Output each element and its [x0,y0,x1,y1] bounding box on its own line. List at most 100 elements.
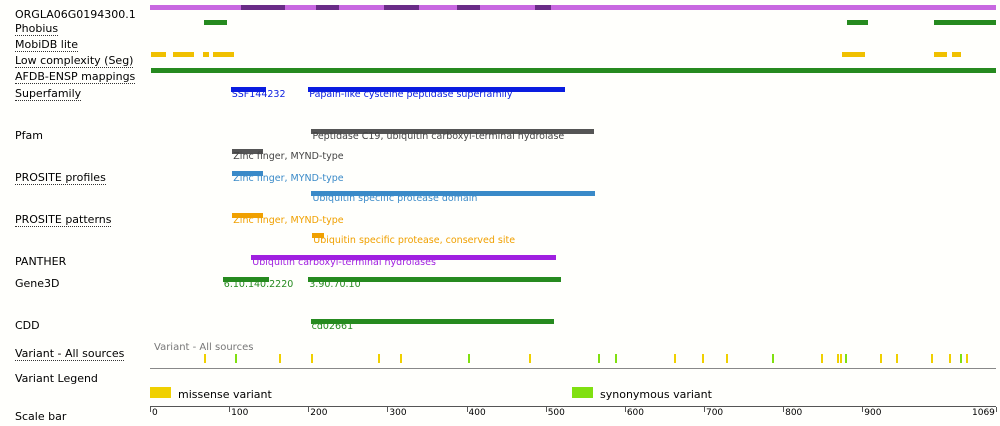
missense-variant-mark[interactable] [673,354,676,363]
missense-variant-mark[interactable] [377,354,380,363]
feature-label-panther: Ubiquitin carboxyl-terminal hydrolases [252,257,436,268]
feature-label-prosite_patterns: Zinc finger, MYND-type [233,215,344,226]
missense-variant-mark[interactable] [821,354,824,363]
feature-afdb[interactable] [150,68,996,73]
missense-variant-mark[interactable] [931,354,934,363]
feature-superfamily[interactable] [308,87,566,92]
row-label-scale-bar: Scale bar [15,410,67,423]
missense-variant-mark[interactable] [400,354,403,363]
row-label-prosite_patterns[interactable]: PROSITE patterns [15,213,112,227]
feature-lowcomplexity[interactable] [842,52,866,57]
scale-tick-label: 700 [705,408,724,418]
missense-variant-mark[interactable] [278,354,281,363]
feature-cdd[interactable] [310,319,554,324]
feature-label-prosite_patterns: Ubiquitin specific protease, conserved s… [313,235,516,246]
synonymous-variant-mark[interactable] [844,354,847,363]
feature-lowcomplexity[interactable] [203,52,209,57]
scale-tick-label: 900 [864,408,882,418]
feature-pfam[interactable] [311,129,594,134]
protein-sequence-bar[interactable] [150,5,996,10]
missense-legend-label: missense variant [178,388,272,401]
row-label-cdd: CDD [15,319,40,332]
feature-prosite_patterns[interactable] [232,213,264,218]
feature-lowcomplexity[interactable] [150,52,166,57]
feature-label-cdd: cd02661 [311,321,354,332]
scale-tick [150,407,151,412]
protein-region-segment [384,5,420,10]
scale-tick-label: 600 [626,408,645,418]
feature-prosite_profiles[interactable] [311,191,595,196]
missense-variant-mark[interactable] [880,354,883,363]
feature-label-prosite_profiles: Ubiquitin specific protease domain [312,193,478,204]
synonymous-variant-mark[interactable] [234,354,237,363]
scale-tick-label: 300 [389,408,407,418]
feature-phobius[interactable] [203,20,227,25]
missense-variant-mark[interactable] [726,354,729,363]
feature-lowcomplexity[interactable] [213,52,234,57]
missense-variant-mark[interactable] [701,354,704,363]
feature-panther[interactable] [251,255,556,260]
feature-phobius[interactable] [934,20,996,25]
feature-lowcomplexity[interactable] [951,52,962,57]
missense-variant-mark[interactable] [896,354,899,363]
synonymous-legend-swatch [572,387,593,398]
row-label-mobidb[interactable]: MobiDB lite [15,38,78,52]
scale-tick [996,407,997,412]
row-label-variant-all-sources[interactable]: Variant - All sources [15,347,125,361]
row-label-afdb[interactable]: AFDB-ENSP mappings [15,70,136,84]
feature-lowcomplexity[interactable] [934,52,947,57]
missense-variant-mark[interactable] [948,354,951,363]
feature-superfamily[interactable] [230,87,267,92]
protein-id-label: ORGLA06G0194300.1 [15,8,136,21]
row-label-gene3d: Gene3D [15,277,60,290]
feature-lowcomplexity[interactable] [172,52,194,57]
feature-pfam[interactable] [232,149,264,154]
synonymous-variant-mark[interactable] [614,354,617,363]
feature-label-superfamily: Papain-like cysteine peptidase superfami… [309,89,513,100]
scale-tick [387,407,389,412]
feature-label-prosite_profiles: Zinc finger, MYND-type [233,173,344,184]
scale-tick [466,407,468,412]
feature-label-gene3d: 6.10.140.2220 [223,279,294,290]
row-label-prosite_profiles[interactable]: PROSITE profiles [15,171,106,185]
synonymous-legend-label: synonymous variant [600,388,712,401]
feature-label-pfam: Zinc finger, MYND-type [233,151,344,162]
missense-variant-mark[interactable] [836,354,839,363]
scale-axis-line [150,406,996,407]
missense-variant-mark[interactable] [310,354,313,363]
feature-label-gene3d: 3.90.70.10 [309,279,361,290]
synonymous-variant-mark[interactable] [468,354,471,363]
row-label-variant-legend: Variant Legend [15,372,98,385]
scale-tick [783,407,785,412]
feature-gene3d[interactable] [308,277,561,282]
scale-tick [308,407,310,412]
row-label-phobius[interactable]: Phobius [15,22,59,36]
missense-variant-mark[interactable] [965,354,968,363]
scale-tick [624,407,626,412]
synonymous-variant-mark[interactable] [597,354,600,363]
feature-label-superfamily: SSF144232 [231,89,286,100]
feature-label-pfam: Peptidase C19, ubiquitin carboxyl-termin… [312,131,565,142]
protein-region-segment [241,5,286,10]
scale-tick [545,407,547,412]
feature-gene3d[interactable] [222,277,269,282]
row-label-lowcomplexity[interactable]: Low complexity (Seg) [15,54,134,68]
scale-tick-label: 800 [785,408,803,418]
feature-prosite_patterns[interactable] [312,233,325,238]
synonymous-variant-mark[interactable] [772,354,775,363]
variant-track-sublabel: Variant - All sources [154,342,254,353]
scale-tick-label: 400 [468,408,486,418]
row-label-superfamily[interactable]: Superfamily [15,87,82,101]
scale-tick-label: 200 [310,408,328,418]
scale-tick [862,407,864,412]
scale-tick-label: 100 [231,408,249,418]
missense-variant-mark[interactable] [203,354,206,363]
row-label-panther: PANTHER [15,255,67,268]
protein-region-segment [535,5,552,10]
missense-variant-mark[interactable] [529,354,532,363]
feature-prosite_profiles[interactable] [232,171,264,176]
feature-phobius[interactable] [847,20,868,25]
scale-tick-label: 0 [152,408,158,418]
synonymous-variant-mark[interactable] [960,354,963,363]
missense-variant-mark[interactable] [840,354,843,363]
